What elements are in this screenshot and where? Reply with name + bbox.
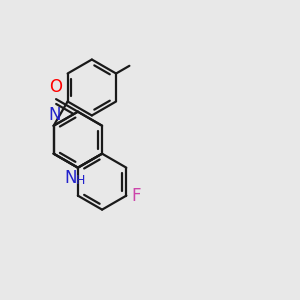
Text: H: H — [76, 174, 85, 187]
Text: N: N — [64, 169, 76, 187]
Text: N: N — [48, 106, 61, 124]
Text: F: F — [132, 187, 141, 205]
Text: O: O — [50, 78, 63, 96]
